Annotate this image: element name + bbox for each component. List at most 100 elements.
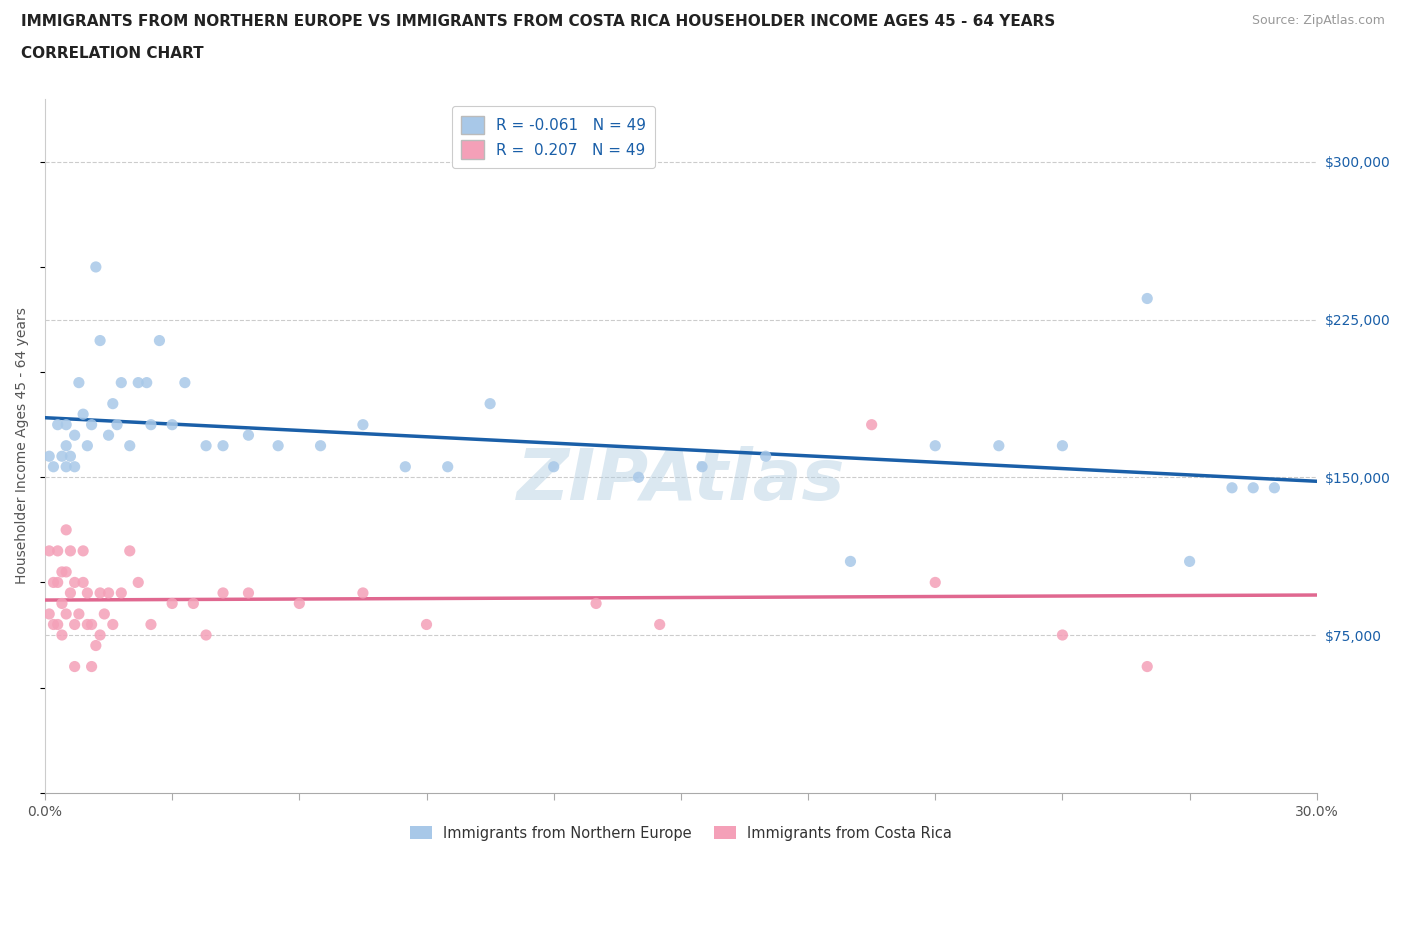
Point <box>42 575 65 590</box>
Point <box>42 617 65 631</box>
Point <box>93 606 115 621</box>
Point <box>543 459 565 474</box>
Point <box>51 565 73 579</box>
Point <box>627 470 650 485</box>
Point <box>1178 554 1201 569</box>
Point <box>839 554 862 569</box>
Point <box>1136 291 1159 306</box>
Point <box>436 459 458 474</box>
Point <box>309 438 332 453</box>
Point <box>110 375 132 390</box>
Point <box>195 438 218 453</box>
Point <box>648 617 671 631</box>
Point <box>76 617 98 631</box>
Text: IMMIGRANTS FROM NORTHERN EUROPE VS IMMIGRANTS FROM COSTA RICA HOUSEHOLDER INCOME: IMMIGRANTS FROM NORTHERN EUROPE VS IMMIG… <box>21 14 1056 29</box>
Point <box>585 596 607 611</box>
Point <box>690 459 713 474</box>
Point <box>1052 628 1074 643</box>
Point <box>267 438 290 453</box>
Point <box>38 606 60 621</box>
Point <box>76 586 98 601</box>
Point <box>173 375 195 390</box>
Point <box>84 259 107 274</box>
Point <box>89 628 111 643</box>
Point <box>139 418 162 432</box>
Point <box>63 659 86 674</box>
Point <box>38 449 60 464</box>
Point <box>63 459 86 474</box>
Point <box>195 628 218 643</box>
Point <box>84 638 107 653</box>
Point <box>160 418 183 432</box>
Point <box>139 617 162 631</box>
Text: Source: ZipAtlas.com: Source: ZipAtlas.com <box>1251 14 1385 27</box>
Point <box>89 333 111 348</box>
Point <box>110 586 132 601</box>
Point <box>67 606 90 621</box>
Point <box>1052 438 1074 453</box>
Point <box>42 459 65 474</box>
Point <box>63 428 86 443</box>
Point <box>63 617 86 631</box>
Point <box>51 449 73 464</box>
Point <box>127 375 149 390</box>
Point <box>288 596 311 611</box>
Point <box>1136 659 1159 674</box>
Point <box>46 617 69 631</box>
Point <box>55 459 77 474</box>
Point <box>127 575 149 590</box>
Point <box>148 333 170 348</box>
Point <box>1220 480 1243 495</box>
Point <box>55 418 77 432</box>
Point <box>160 596 183 611</box>
Point <box>755 449 778 464</box>
Point <box>352 418 374 432</box>
Point <box>1263 480 1285 495</box>
Point <box>118 543 141 558</box>
Point <box>97 428 120 443</box>
Point <box>72 575 94 590</box>
Point <box>97 586 120 601</box>
Point <box>860 418 883 432</box>
Point <box>80 418 103 432</box>
Point <box>55 606 77 621</box>
Point <box>67 375 90 390</box>
Point <box>80 617 103 631</box>
Point <box>987 438 1010 453</box>
Point <box>76 438 98 453</box>
Point <box>63 575 86 590</box>
Point <box>46 543 69 558</box>
Point <box>55 565 77 579</box>
Point <box>415 617 437 631</box>
Text: CORRELATION CHART: CORRELATION CHART <box>21 46 204 61</box>
Point <box>72 406 94 421</box>
Y-axis label: Householder Income Ages 45 - 64 years: Householder Income Ages 45 - 64 years <box>15 307 30 584</box>
Point <box>1241 480 1264 495</box>
Point <box>55 523 77 538</box>
Point <box>101 617 124 631</box>
Point <box>46 575 69 590</box>
Point <box>212 438 235 453</box>
Point <box>212 586 235 601</box>
Legend: Immigrants from Northern Europe, Immigrants from Costa Rica: Immigrants from Northern Europe, Immigra… <box>402 818 959 848</box>
Point <box>72 543 94 558</box>
Point <box>183 596 205 611</box>
Text: ZIPAtlas: ZIPAtlas <box>516 445 845 515</box>
Point <box>55 438 77 453</box>
Point <box>51 628 73 643</box>
Point <box>59 543 82 558</box>
Point <box>238 428 260 443</box>
Point <box>89 586 111 601</box>
Point <box>118 438 141 453</box>
Point <box>80 659 103 674</box>
Point <box>394 459 416 474</box>
Point <box>59 586 82 601</box>
Point <box>105 418 128 432</box>
Point <box>135 375 157 390</box>
Point <box>59 449 82 464</box>
Point <box>46 418 69 432</box>
Point <box>51 596 73 611</box>
Point <box>924 575 946 590</box>
Point <box>924 438 946 453</box>
Point <box>238 586 260 601</box>
